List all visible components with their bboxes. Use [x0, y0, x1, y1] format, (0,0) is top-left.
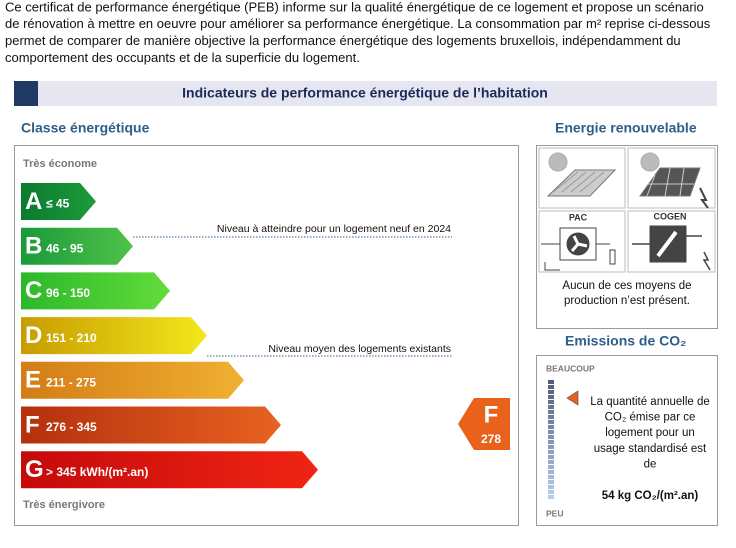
class-letter: G	[25, 456, 44, 483]
class-arrow	[21, 272, 170, 310]
renewable-box	[536, 145, 718, 329]
reference-label: Niveau moyen des logements existants	[268, 343, 451, 355]
class-letter: D	[25, 322, 42, 349]
class-range: 46 - 95	[46, 241, 84, 255]
icon-label: PAC	[569, 212, 588, 222]
emission-text: logement pour un	[605, 427, 695, 439]
class-arrow	[21, 227, 133, 265]
intro-line: de rénovation à mettre en oeuvre pour am…	[5, 16, 711, 31]
section-title: Classe énergétique	[21, 120, 150, 136]
scale-segment	[548, 410, 554, 414]
scale-segment	[548, 405, 554, 409]
renewable-message: Aucun de ces moyens de	[562, 280, 691, 292]
class-range: > 345 kWh/(m².an)	[46, 465, 148, 479]
scale-segment	[548, 420, 554, 424]
scale-segment	[548, 390, 554, 394]
scale-top: BEAUCOUP	[546, 363, 595, 373]
class-arrow	[21, 361, 244, 399]
scale-segment	[548, 395, 554, 399]
intro-line: comportement des occupants et de la supe…	[5, 50, 360, 65]
icon-label: COGEN	[653, 211, 686, 221]
scale-segment	[548, 450, 554, 454]
class-range: 276 - 345	[46, 420, 97, 434]
header-title: Indicateurs de performance énergétique d…	[182, 85, 548, 101]
class-range: 151 - 210	[46, 331, 97, 345]
class-range: 96 - 150	[46, 286, 90, 300]
class-arrow	[21, 451, 318, 489]
emission-value: 54 kg CO₂/(m².an)	[602, 490, 699, 502]
scale-segment	[548, 435, 554, 439]
scale-bottom: PEU	[546, 508, 563, 518]
scale-segment	[548, 425, 554, 429]
scale-segment	[548, 400, 554, 404]
scale-segment	[548, 480, 554, 484]
emission-marker	[566, 390, 579, 406]
section-title: Emissions de CO₂	[565, 333, 686, 349]
emission-text: La quantité annuelle de	[590, 396, 710, 408]
scale-segment	[548, 490, 554, 494]
class-box	[14, 145, 519, 526]
scale-segment	[548, 460, 554, 464]
class-letter: B	[25, 233, 42, 260]
class-arrow	[21, 406, 281, 444]
header-bar	[14, 81, 717, 106]
top-label: Très économe	[23, 158, 97, 170]
class-letter: E	[25, 367, 41, 394]
rating-letter: F	[484, 401, 499, 428]
rating-marker	[458, 398, 510, 450]
scale-segment	[548, 495, 554, 499]
class-letter: A	[25, 188, 42, 215]
scale-segment	[548, 485, 554, 489]
class-letter: F	[25, 411, 40, 438]
scale-segment	[548, 465, 554, 469]
section-title: Energie renouvelable	[555, 120, 697, 136]
emission-text: usage standardisé est	[594, 443, 707, 455]
rating-value: 278	[481, 432, 501, 446]
scale-segment	[548, 440, 554, 444]
scale-segment	[548, 415, 554, 419]
renewable-message: production n’est présent.	[564, 295, 690, 307]
scale-segment	[548, 455, 554, 459]
class-range: 211 - 275	[46, 375, 96, 389]
emission-text: de	[644, 458, 657, 470]
class-arrow	[21, 317, 207, 355]
bottom-label: Très énergivore	[23, 499, 105, 511]
intro-line: permet de comparer de manière objective …	[5, 33, 681, 48]
header-square	[14, 81, 38, 106]
scale-segment	[548, 445, 554, 449]
class-range: ≤ 45	[46, 197, 70, 211]
scale-segment	[548, 475, 554, 479]
intro-line: Ce certificat de performance énergétique…	[5, 0, 704, 14]
renewable-icons	[538, 147, 716, 273]
scale-segment	[548, 380, 554, 384]
scale-segment	[548, 385, 554, 389]
emission-text: CO₂ émise par ce	[605, 412, 696, 424]
class-arrow	[21, 183, 96, 220]
scale-segment	[548, 430, 554, 434]
reference-label: Niveau à atteindre pour un logement neuf…	[217, 223, 451, 235]
class-letter: C	[25, 277, 42, 304]
emission-box	[536, 355, 718, 526]
scale-segment	[548, 470, 554, 474]
